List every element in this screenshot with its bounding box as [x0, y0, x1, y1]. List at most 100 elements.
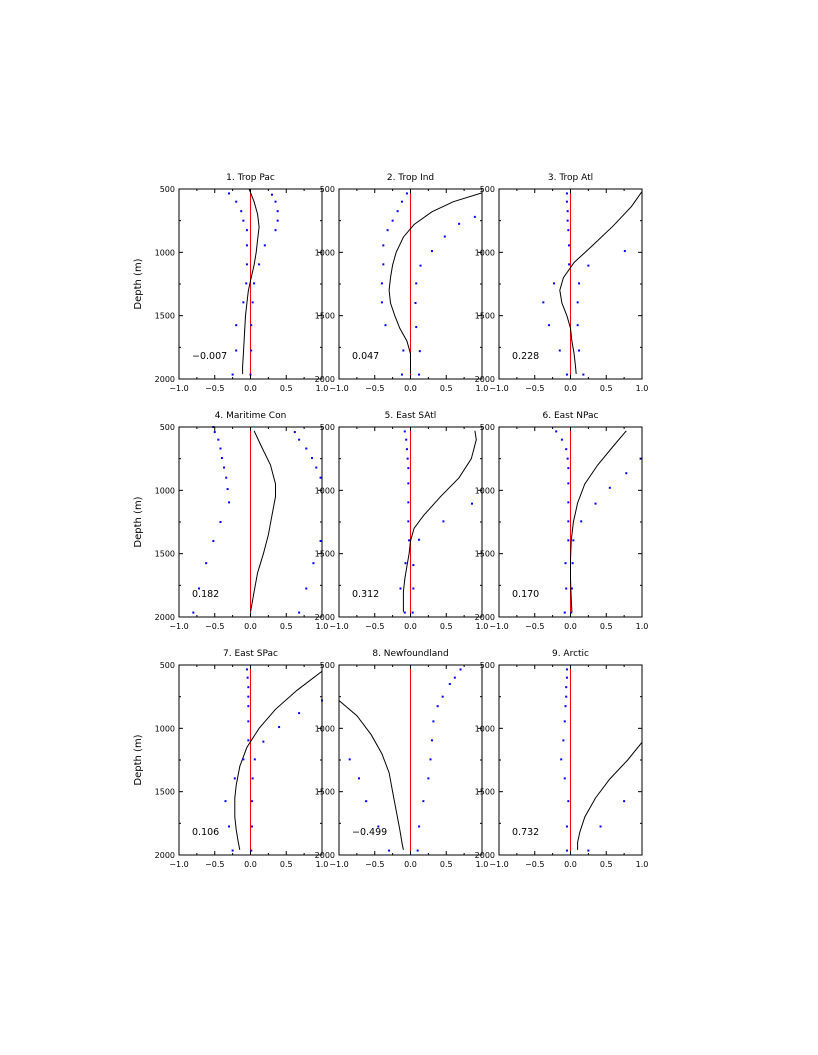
- x-tick-label: 0.0: [244, 384, 257, 393]
- correlation-value: −0.007: [192, 351, 227, 362]
- x-tick-label: 1.0: [316, 860, 329, 869]
- x-tick-label: 0.0: [244, 860, 257, 869]
- correlation-curve: [242, 189, 260, 374]
- data-point-right: [441, 695, 444, 698]
- data-point-right: [430, 250, 433, 253]
- data-point-left: [567, 800, 570, 803]
- correlation-value: 0.182: [192, 589, 219, 600]
- data-point-right: [430, 739, 433, 742]
- data-point-right: [258, 263, 261, 266]
- panel-6: 6. East NPac −1.0 −0.5 0.0 0.5 1.0 500 1000 1500…: [475, 411, 649, 631]
- correlation-value: 0.312: [352, 589, 379, 600]
- data-point-left: [247, 695, 250, 698]
- panel-title: 3. Trop Atl: [548, 173, 593, 183]
- data-point-left: [245, 282, 248, 285]
- data-point-left: [240, 210, 243, 213]
- x-tick-label: −1.0: [329, 860, 348, 869]
- x-tick-label: 1.0: [476, 860, 489, 869]
- x-tick-label: 0.5: [600, 860, 613, 869]
- panel-5: 5. East SAtl −1.0 −0.5 0.0 0.5 1.0 500 1000 1500…: [315, 411, 489, 631]
- y-tick-label: 1000: [315, 486, 335, 495]
- data-point-left: [563, 777, 566, 780]
- y-tick-label: 1000: [315, 248, 335, 257]
- data-point-left: [247, 705, 250, 708]
- y-tick-label: 2000: [315, 375, 335, 384]
- y-tick-label: 1000: [155, 486, 175, 495]
- y-tick-label: 2000: [475, 613, 495, 622]
- data-point-right: [253, 758, 256, 761]
- correlation-curve: [577, 741, 642, 850]
- data-point-left: [192, 611, 195, 614]
- data-point-right: [427, 777, 430, 780]
- correlation-curve: [402, 430, 477, 612]
- data-point-left: [542, 301, 545, 304]
- x-tick-label: −0.5: [365, 384, 384, 393]
- data-point-left: [564, 705, 567, 708]
- panel-title: 6. East NPac: [543, 411, 599, 421]
- data-point-right: [250, 825, 253, 828]
- x-tick-label: −1.0: [489, 384, 508, 393]
- data-point-left: [219, 521, 222, 523]
- y-tick-label: 1000: [475, 248, 495, 257]
- data-point-right: [623, 250, 626, 253]
- panel-title: 4. Maritime Con: [215, 411, 287, 421]
- data-point-right: [599, 825, 602, 828]
- data-point-left: [548, 324, 551, 327]
- y-tick-label: 2000: [475, 851, 495, 860]
- correlation-value: 0.732: [512, 827, 539, 838]
- data-point-right: [459, 668, 462, 671]
- correlation-value: 0.106: [192, 827, 219, 838]
- data-point-right: [418, 373, 421, 376]
- data-point-left: [567, 482, 570, 485]
- data-point-left: [563, 720, 566, 723]
- y-tick-label: 500: [480, 423, 495, 432]
- y-tick-label: 2000: [155, 851, 175, 860]
- panel-title: 7. East SPac: [223, 649, 278, 659]
- data-point-left: [228, 501, 231, 504]
- data-point-right: [576, 301, 579, 304]
- data-point-right: [419, 264, 422, 267]
- data-point-right: [251, 301, 254, 304]
- data-point-right: [418, 350, 421, 353]
- data-point-right: [305, 447, 308, 450]
- data-point-left: [377, 825, 380, 828]
- data-point-right: [278, 726, 281, 729]
- data-point-left: [566, 457, 569, 460]
- data-point-right: [587, 849, 590, 852]
- data-point-left: [566, 219, 569, 222]
- correlation-curve: [250, 430, 276, 612]
- data-point-left: [225, 476, 228, 479]
- data-point-right: [608, 486, 611, 489]
- data-point-left: [228, 192, 231, 195]
- correlation-value: 0.047: [352, 351, 379, 362]
- y-tick-label: 1000: [315, 724, 335, 733]
- data-point-right: [442, 520, 445, 523]
- y-tick-label: 1500: [475, 550, 495, 559]
- data-point-left: [228, 825, 231, 828]
- y-axis-label: Depth (m): [133, 258, 144, 309]
- x-tick-label: 0.5: [600, 622, 613, 631]
- y-tick-label: 1500: [475, 788, 495, 797]
- x-tick-label: 0.0: [564, 622, 577, 631]
- data-point-right: [263, 244, 266, 247]
- x-tick-label: −0.5: [205, 860, 224, 869]
- data-point-left: [396, 210, 399, 213]
- data-point-right: [298, 438, 301, 441]
- data-point-left: [404, 562, 407, 565]
- panel-8: 8. Newfoundland −1.0 −0.5 0.0 0.5 1.0 500 1000 1…: [315, 649, 489, 869]
- data-point-left: [231, 849, 234, 852]
- data-point-left: [567, 501, 570, 504]
- data-point-left: [562, 739, 565, 742]
- data-point-left: [198, 587, 201, 590]
- correlation-curve: [559, 191, 642, 374]
- data-point-left: [568, 244, 571, 247]
- data-point-right: [412, 564, 415, 567]
- data-point-left: [566, 210, 569, 213]
- x-tick-label: −0.5: [525, 384, 544, 393]
- data-point-right: [414, 302, 417, 304]
- y-tick-label: 500: [480, 185, 495, 194]
- data-point-right: [594, 502, 597, 505]
- data-point-right: [411, 611, 414, 614]
- data-point-left: [384, 324, 387, 327]
- x-tick-label: −0.5: [205, 384, 224, 393]
